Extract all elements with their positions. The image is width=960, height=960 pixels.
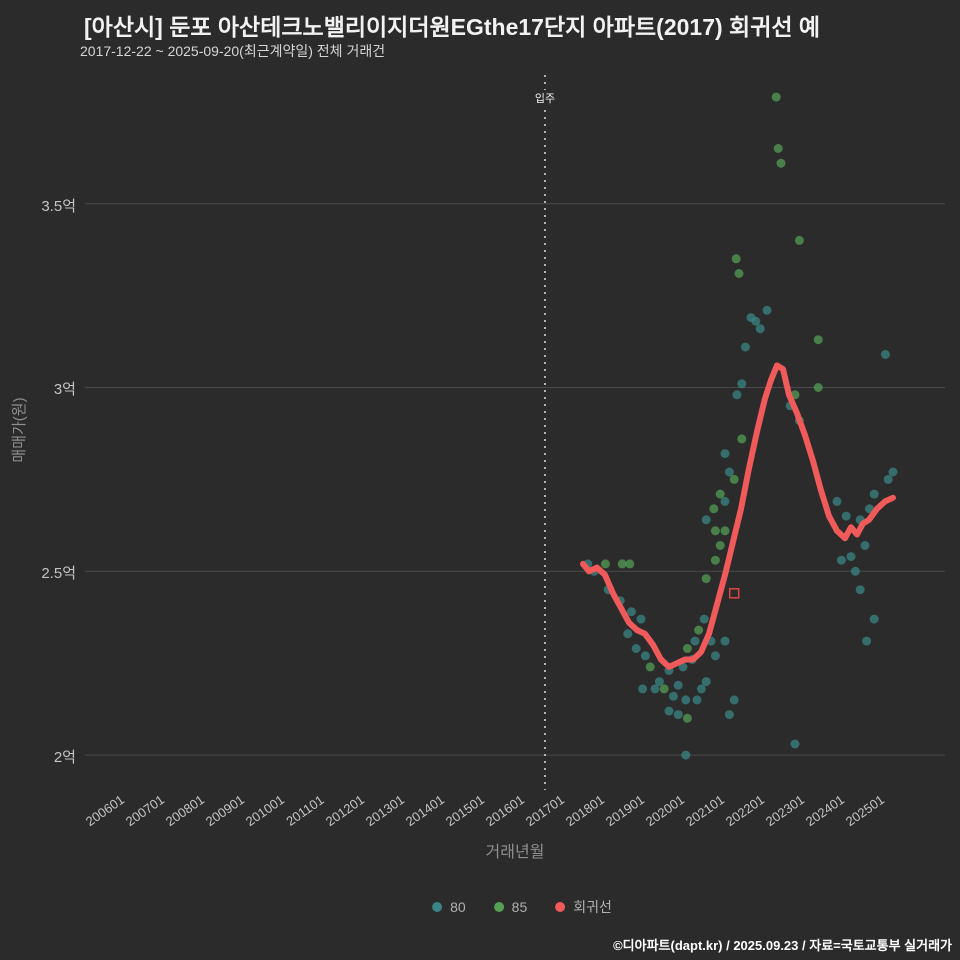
scatter-point-80 xyxy=(664,706,674,716)
legend-label: 회귀선 xyxy=(573,899,612,915)
scatter-point-80 xyxy=(720,496,730,506)
scatter-point-85 xyxy=(682,713,692,723)
scatter-point-80 xyxy=(681,695,691,705)
scatter-point-85 xyxy=(729,474,739,484)
scatter-point-80 xyxy=(720,449,730,459)
scatter-point-85 xyxy=(771,92,781,102)
legend-item-85: 85 xyxy=(493,899,528,915)
scatter-point-80 xyxy=(880,349,890,359)
scatter-point-80 xyxy=(836,555,846,565)
scatter-point-80 xyxy=(841,511,851,521)
scatter-point-80 xyxy=(631,644,641,653)
scatter-point-80 xyxy=(690,636,700,646)
scatter-point-85 xyxy=(617,559,627,569)
scatter-point-85 xyxy=(794,235,804,245)
scatter-point-80 xyxy=(832,496,842,506)
scatter-point-80 xyxy=(636,614,646,624)
legend-label: 80 xyxy=(450,899,466,915)
legend-label: 85 xyxy=(511,899,528,915)
scatter-point-85 xyxy=(710,555,720,565)
scatter-point-85 xyxy=(600,559,610,569)
scatter-point-85 xyxy=(694,625,704,635)
scatter-point-85 xyxy=(776,158,786,168)
scatter-point-80 xyxy=(650,684,660,694)
scatter-point-80 xyxy=(724,467,734,477)
scatter-point-80 xyxy=(692,695,702,705)
scatter-point-80 xyxy=(869,614,879,624)
scatter-point-80 xyxy=(673,710,683,720)
scatter-point-80 xyxy=(638,684,648,694)
legend-item-회귀선: 회귀선 xyxy=(555,897,612,917)
scatter-point-80 xyxy=(710,651,720,661)
chart-legend: 80 85 회귀선 xyxy=(432,897,612,917)
scatter-point-80 xyxy=(883,474,893,484)
legend-dot-icon xyxy=(555,902,566,912)
scatter-point-85 xyxy=(645,662,655,672)
scatter-point-80 xyxy=(699,614,709,624)
x-axis-title: 거래년월 xyxy=(485,844,545,861)
scatter-point-80 xyxy=(724,710,734,720)
scatter-point-85 xyxy=(701,574,711,584)
scatter-point-80 xyxy=(790,739,800,749)
scatter-point-80 xyxy=(855,585,865,595)
y-axis-title: 매매가(원) xyxy=(11,397,28,463)
legend-dot-icon xyxy=(493,902,504,912)
scatter-point-80 xyxy=(640,651,650,661)
scatter-point-80 xyxy=(720,636,730,646)
scatter-point-85 xyxy=(682,644,692,653)
scatter-point-80 xyxy=(696,684,706,694)
scatter-point-85 xyxy=(731,254,741,264)
chart-subtitle: 2017-12-22 ~ 2025-09-20(최근계약일) 전체 거래건 xyxy=(80,43,386,59)
scatter-point-80 xyxy=(729,695,739,705)
scatter-point-85 xyxy=(734,269,744,278)
scatter-point-80 xyxy=(654,677,664,687)
scatter-point-85 xyxy=(709,504,719,514)
chart-title: [아산시] 둔포 아산테크노밸리이지더원EGthe17단지 아파트(2017) … xyxy=(84,14,821,40)
scatter-point-85 xyxy=(720,526,730,536)
move-in-annotation: 입주 xyxy=(531,90,559,106)
scatter-point-80 xyxy=(860,541,870,550)
scatter-point-80 xyxy=(701,677,711,687)
latest-deal-marker xyxy=(728,588,740,599)
scatter-point-80 xyxy=(869,489,879,499)
regression-line xyxy=(580,362,896,670)
scatter-point-80 xyxy=(740,342,750,352)
scatter-point-85 xyxy=(710,526,720,536)
scatter-point-80 xyxy=(626,607,636,617)
scatter-point-80 xyxy=(737,379,747,389)
scatter-point-85 xyxy=(813,383,823,392)
scatter-point-80 xyxy=(755,324,765,334)
scatter-point-80 xyxy=(862,636,872,646)
scatter-point-80 xyxy=(888,467,898,477)
scatter-point-85 xyxy=(625,559,635,569)
legend-dot-icon xyxy=(432,902,443,912)
scatter-point-80 xyxy=(681,750,691,760)
scatter-point-85 xyxy=(737,434,747,444)
scatter-point-80 xyxy=(751,316,761,326)
scatter-point-80 xyxy=(623,629,633,639)
scatter-point-85 xyxy=(773,144,783,153)
legend-item-80: 80 xyxy=(432,899,466,915)
scatter-point-80 xyxy=(701,515,711,525)
scatter-point-85 xyxy=(813,335,823,345)
scatter-point-80 xyxy=(732,390,742,400)
scatter-point-80 xyxy=(762,305,772,315)
scatter-point-80 xyxy=(846,552,856,562)
scatter-point-80 xyxy=(668,691,678,701)
scatter-point-80 xyxy=(673,680,683,690)
scatter-point-85 xyxy=(715,541,725,550)
scatter-point-80 xyxy=(864,504,874,514)
source-attribution: ©디아파트(dapt.kr) / 2025.09.23 / 자료=국토교통부 실… xyxy=(613,938,952,953)
scatter-point-80 xyxy=(850,566,860,576)
scatter-point-85 xyxy=(715,489,725,499)
scatter-point-85 xyxy=(659,684,669,694)
